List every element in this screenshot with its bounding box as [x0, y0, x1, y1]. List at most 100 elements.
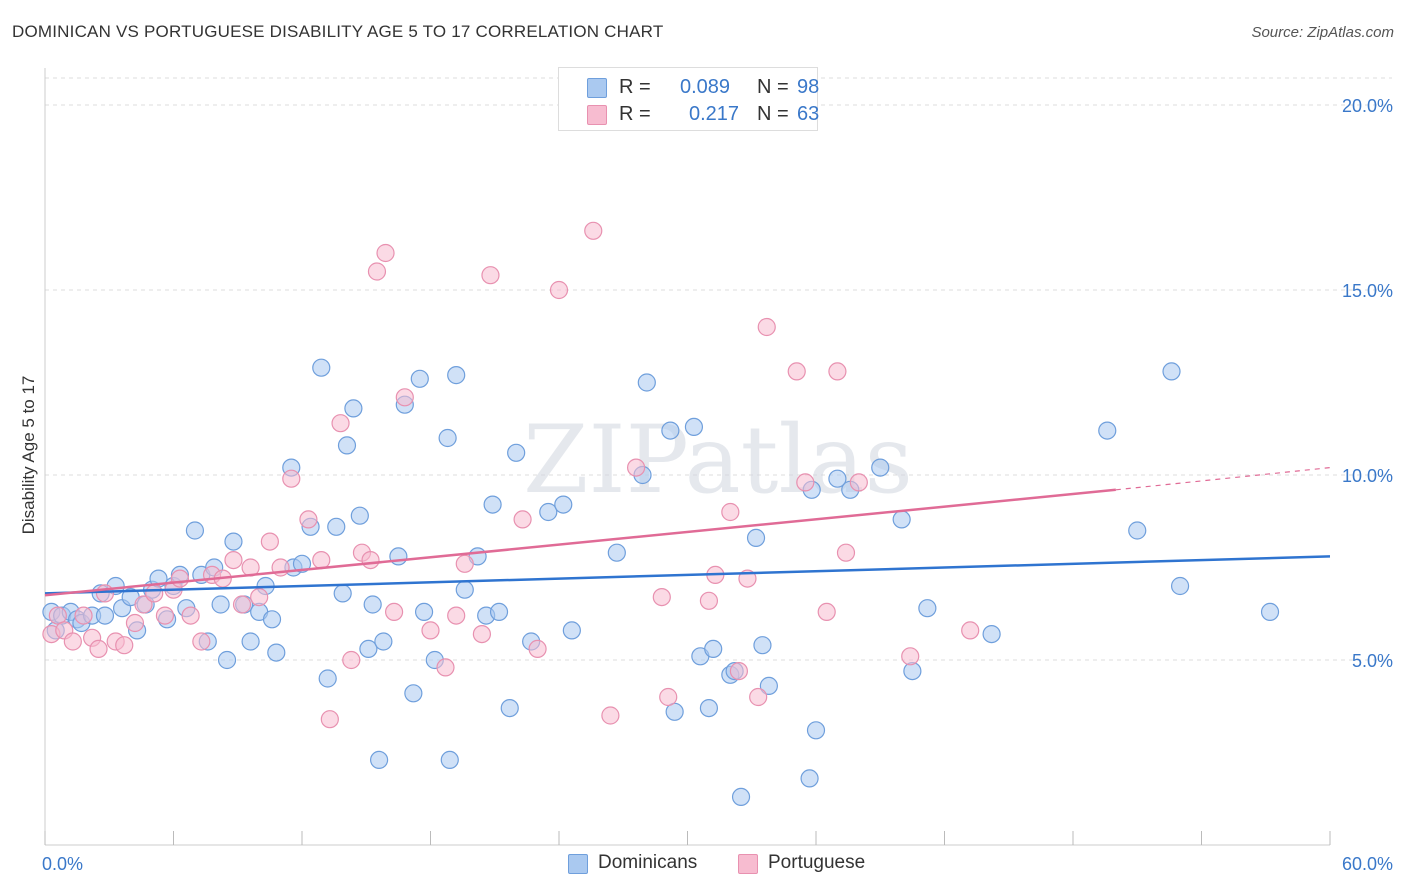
portuguese-point	[224, 550, 243, 570]
portuguese-point	[549, 280, 569, 300]
portuguese-legend-swatch	[738, 854, 758, 874]
dominicans-point	[455, 580, 474, 599]
dominicans-point	[292, 554, 312, 573]
portuguese-trend-extension	[1115, 467, 1331, 491]
dominicans-point	[447, 366, 466, 385]
portuguese-point	[796, 473, 815, 492]
r-value-portuguese: 0.217	[689, 103, 740, 125]
portuguese-point	[320, 710, 339, 729]
tick-labels: 5.0% 10.0% 15.0% 20.0% 0.0% 60.0%	[42, 96, 1393, 874]
dominicans-point	[267, 643, 286, 662]
dominicans-point	[95, 606, 115, 625]
dominicans-point	[211, 595, 230, 614]
portuguese-trend-line	[44, 488, 1116, 597]
y-tick-label: 5.0%	[1352, 651, 1393, 671]
dominicans-point	[262, 610, 282, 629]
portuguese-point	[455, 554, 474, 573]
portuguese-point	[626, 458, 646, 477]
dominicans-point	[539, 502, 558, 522]
portuguese-point	[282, 469, 301, 488]
dominicans-point	[731, 787, 751, 807]
dominicans-point	[759, 676, 778, 696]
portuguese-point	[134, 595, 153, 614]
dominicans-point	[684, 417, 704, 436]
portuguese-point	[312, 550, 331, 570]
source-label: Source: ZipAtlas.com	[1251, 24, 1394, 41]
portuguese-point	[170, 569, 190, 588]
n-value-portuguese: 63	[797, 103, 820, 125]
dominicans-point	[370, 750, 389, 770]
portuguese-point	[384, 602, 404, 622]
dominicans-point	[489, 602, 509, 622]
dominicans-point	[312, 358, 331, 377]
portuguese-point	[436, 658, 455, 677]
dominicans-point	[507, 443, 526, 462]
dominicans-point	[483, 495, 502, 514]
portuguese-point	[447, 606, 466, 625]
portuguese-point	[528, 639, 547, 659]
dominicans-point	[414, 602, 434, 622]
dominicans-point	[438, 428, 457, 448]
dominicans-point	[185, 521, 205, 540]
y-tick-label: 15.0%	[1342, 281, 1393, 301]
portuguese-point	[817, 602, 836, 622]
dominicans-point	[746, 528, 766, 548]
dominicans-point	[637, 373, 656, 392]
dominicans-point	[410, 369, 429, 388]
dominicans-point	[982, 624, 1001, 644]
portuguese-point	[250, 587, 269, 607]
trend-lines	[44, 467, 1331, 597]
dominicans-point	[828, 469, 847, 488]
portuguese-point	[513, 510, 532, 529]
dominicans-point	[1162, 362, 1181, 381]
dominicans-point	[1098, 421, 1117, 440]
portuguese-point	[115, 636, 134, 655]
portuguese-point	[961, 621, 980, 640]
y-tick-label: 20.0%	[1342, 96, 1393, 116]
axes	[44, 68, 1331, 846]
dominicans-point	[318, 669, 337, 688]
portuguese-point	[836, 543, 856, 562]
dominicans-point	[389, 547, 408, 566]
dominicans-point	[500, 698, 519, 718]
portuguese-swatch	[587, 105, 607, 125]
portuguese-point	[331, 414, 350, 433]
portuguese-point	[849, 473, 868, 492]
portuguese-point	[367, 262, 387, 281]
portuguese-point	[395, 388, 414, 407]
portuguese-point	[95, 584, 115, 603]
n-label: N =	[757, 76, 789, 98]
n-label: N =	[757, 103, 789, 125]
portuguese-point	[828, 362, 847, 381]
portuguese-point	[74, 606, 93, 625]
portuguese-point	[63, 632, 82, 651]
dominicans-point	[871, 458, 890, 477]
chart-title: DOMINICAN VS PORTUGUESE DISABILITY AGE 5…	[12, 22, 664, 41]
dominicans-point	[554, 495, 573, 514]
dominicans-swatch	[587, 78, 607, 98]
r-label: R =	[619, 103, 651, 125]
dominicans-point	[1128, 521, 1147, 540]
portuguese-point	[342, 650, 361, 670]
y-axis-label: Disability Age 5 to 17	[19, 376, 38, 535]
x-tick-label: 60.0%	[1342, 854, 1393, 874]
portuguese-point	[376, 243, 395, 263]
y-tick-label: 10.0%	[1342, 466, 1393, 486]
portuguese-point	[192, 632, 211, 651]
portuguese-point	[361, 550, 380, 570]
dominicans-point	[350, 506, 369, 525]
dominicans-point	[806, 721, 826, 740]
portuguese-point	[155, 606, 175, 625]
dominicans-point	[241, 632, 260, 651]
r-value-dominicans: 0.089	[680, 76, 731, 98]
portuguese-point	[729, 661, 749, 681]
portuguese-point	[699, 591, 719, 610]
correlation-legend: R = 0.089 N = 98 R = 0.217 N = 63	[558, 67, 820, 131]
dominicans-point	[918, 599, 937, 618]
dominicans-point	[374, 632, 393, 651]
dominicans-point	[337, 436, 357, 455]
portuguese-point	[584, 221, 603, 240]
portuguese-legend-label: Portuguese	[768, 852, 866, 873]
dominicans-point	[333, 584, 352, 603]
